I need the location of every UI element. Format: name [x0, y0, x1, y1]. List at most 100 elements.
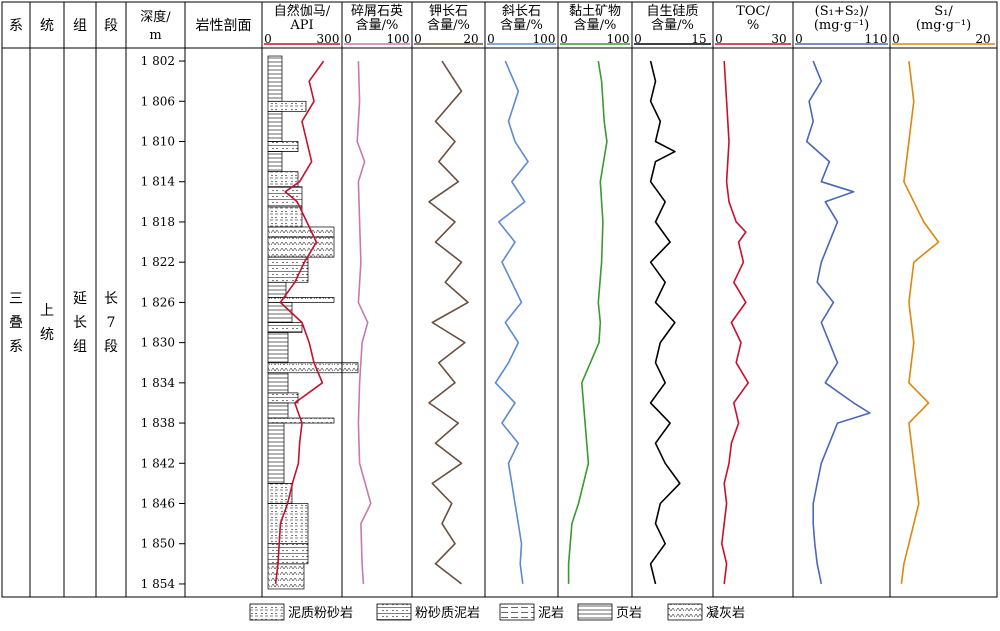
- lithology-band: [267, 171, 299, 188]
- track-max-label: 110: [865, 32, 888, 46]
- depth-tick-label: 1 826: [141, 295, 175, 309]
- track-unit: 含量/%: [651, 17, 694, 33]
- lithology-band: [267, 332, 289, 364]
- track-title: 自生硅质: [646, 4, 698, 19]
- track-curve: [805, 60, 871, 585]
- strat-value-series: 统: [40, 327, 54, 343]
- lithology-header: 岩性剖面: [196, 18, 252, 34]
- track-unit: %: [747, 18, 759, 33]
- strat-value-member: 长: [104, 291, 118, 307]
- track-title: 自然伽马/: [274, 3, 331, 19]
- track-unit: 含量/%: [356, 17, 399, 33]
- strat-value-member: 段: [104, 339, 118, 355]
- strat-value-system: 三: [9, 291, 23, 307]
- track-unit: (mg·g⁻¹): [916, 18, 971, 33]
- lithology-band: [267, 422, 285, 484]
- depth-tick-label: 1 850: [141, 537, 175, 551]
- strat-value-series: 上: [40, 303, 54, 319]
- depth-tick-label: 1 822: [141, 255, 175, 269]
- track-title: 钾长石: [429, 4, 468, 19]
- legend-label: 泥岩: [538, 606, 564, 621]
- legend-swatch: [376, 603, 412, 621]
- depth-tick-label: 1 846: [141, 497, 175, 511]
- lithology-band: [267, 543, 309, 565]
- lithology-band: [267, 206, 303, 228]
- track-min-label: 0: [264, 32, 272, 46]
- track-curve: [274, 60, 325, 584]
- strat-value-member: 7: [107, 315, 116, 331]
- depth-tick-label: 1 802: [141, 54, 175, 68]
- lithology-band: [267, 100, 307, 112]
- legend-swatch: [667, 603, 703, 621]
- track-max-label: 300: [317, 32, 340, 46]
- depth-header: 深度/: [140, 9, 171, 25]
- lithology-band: [267, 362, 359, 374]
- legend-label: 粉砂质泥岩: [415, 606, 480, 621]
- lithology-band: [267, 236, 335, 258]
- track-min-label: 0: [414, 32, 422, 46]
- track-max-label: 100: [533, 32, 556, 46]
- track-max-label: 100: [387, 32, 410, 46]
- track-title: 碎屑石英: [351, 4, 403, 19]
- depth-tick-label: 1 830: [141, 336, 175, 350]
- track-max-label: 30: [771, 32, 786, 46]
- strat-header-system: 系: [9, 18, 23, 34]
- lithology-band: [267, 151, 283, 173]
- lithology-band: [267, 322, 303, 333]
- legend-label: 凝灰岩: [706, 605, 745, 621]
- track-min-label: 0: [715, 32, 723, 46]
- track-title: S₁/: [934, 4, 953, 19]
- lithology-band: [267, 402, 289, 419]
- track-curve: [356, 61, 372, 584]
- lithology-band: [267, 302, 293, 323]
- table-frame: [1, 1, 998, 598]
- lithology-band: [267, 563, 305, 590]
- lithology-band: [267, 186, 303, 208]
- strat-value-formation: 长: [73, 315, 87, 331]
- strat-value-formation: 组: [73, 339, 87, 355]
- depth-unit: m: [149, 28, 161, 43]
- track-title: 黏土矿物: [569, 3, 621, 19]
- track-unit: 含量/%: [500, 17, 543, 33]
- depth-tick-label: 1 810: [141, 135, 175, 149]
- strat-value-system: 叠: [9, 315, 23, 331]
- legend-swatch: [249, 603, 285, 621]
- track-title: TOC/: [736, 4, 770, 19]
- legend-label: 页岩: [616, 606, 642, 621]
- lithology-band: [267, 110, 283, 142]
- track-min-label: 0: [560, 32, 568, 46]
- track-min-label: 0: [344, 32, 352, 46]
- track-curve: [567, 60, 608, 584]
- track-min-label: 0: [892, 32, 900, 46]
- legend-swatch: [499, 603, 535, 621]
- track-max-label: 20: [975, 32, 990, 46]
- track-curve: [721, 61, 749, 584]
- lithology-band: [267, 226, 335, 238]
- track-max-label: 20: [463, 32, 478, 46]
- depth-tick-label: 1 806: [141, 94, 175, 108]
- track-curve: [494, 60, 529, 585]
- track-title: 斜长石: [502, 4, 541, 19]
- track-curve: [649, 60, 681, 585]
- track-curve: [428, 60, 469, 585]
- track-unit: (mg·g⁻¹): [814, 18, 869, 33]
- track-min-label: 0: [795, 32, 803, 46]
- strat-value-system: 系: [9, 339, 23, 355]
- track-unit: API: [289, 18, 313, 33]
- track-min-label: 0: [487, 32, 495, 46]
- strat-header-series: 统: [40, 18, 54, 34]
- lithology-band: [267, 503, 309, 545]
- track-max-label: 100: [607, 32, 630, 46]
- track-unit: 含量/%: [427, 17, 470, 33]
- track-curve: [900, 61, 940, 584]
- legend-swatch: [577, 603, 613, 621]
- depth-tick-label: 1 842: [141, 456, 175, 470]
- track-min-label: 0: [634, 32, 642, 46]
- depth-tick-label: 1 834: [141, 376, 176, 390]
- strat-header-member: 段: [104, 18, 118, 34]
- lithology-band: [267, 392, 299, 404]
- lithology-band: [267, 256, 309, 283]
- depth-tick-label: 1 838: [141, 416, 175, 430]
